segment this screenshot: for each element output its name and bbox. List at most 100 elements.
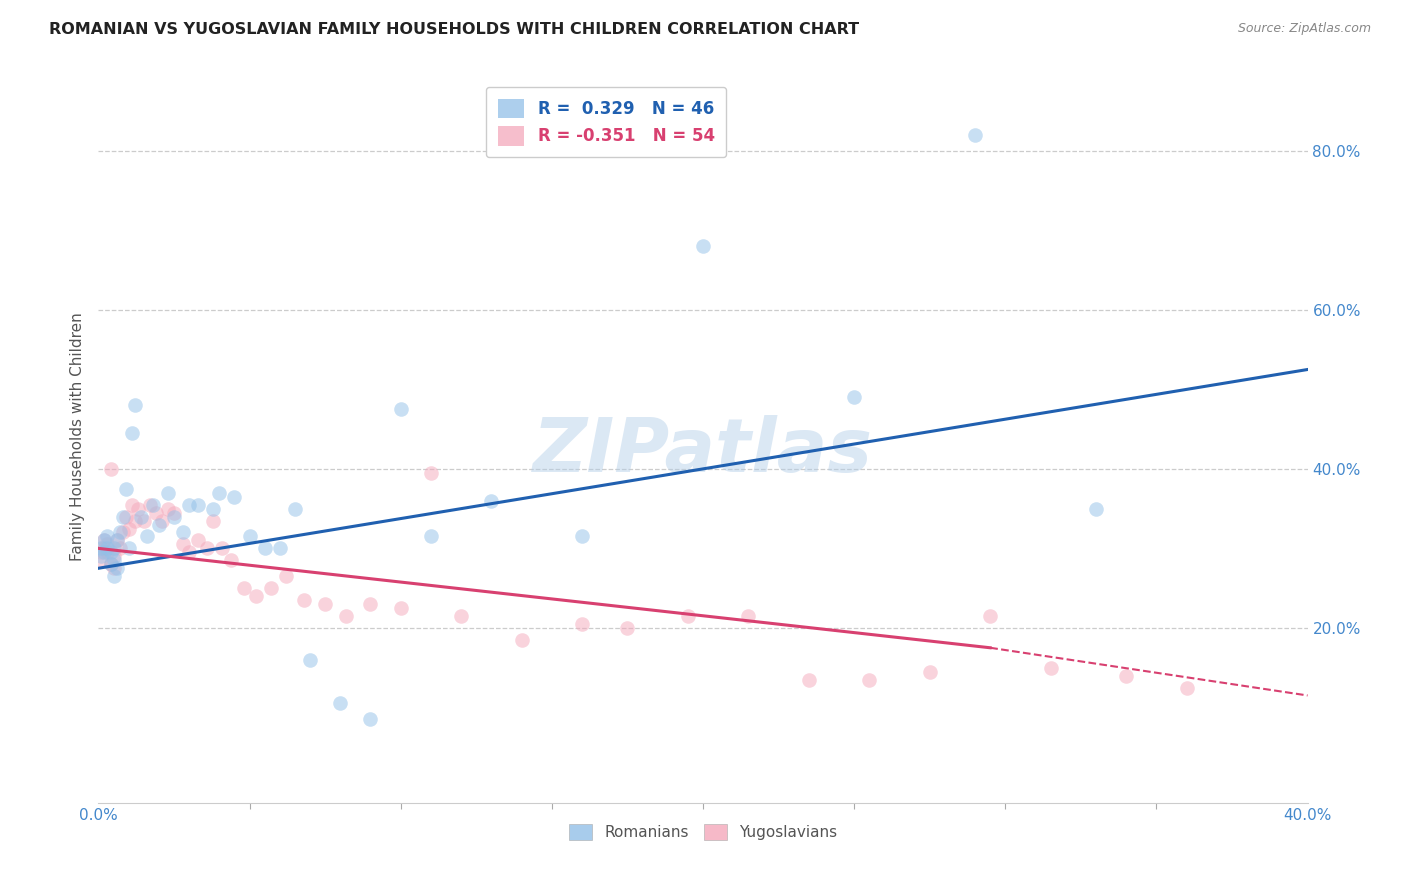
Point (93, 541, 115, 556)
Point (858, 673, 880, 687)
Point (221, 553, 243, 567)
Point (105, 561, 128, 575)
Point (187, 498, 209, 512)
Point (844, 390, 866, 404)
Point (103, 561, 125, 575)
Point (90, 553, 112, 567)
Point (103, 541, 125, 556)
Point (129, 509, 152, 524)
Point (360, 712, 382, 726)
Point (114, 509, 136, 524)
Point (1175, 681, 1198, 695)
Point (156, 485, 179, 500)
Point (90, 541, 112, 556)
Point (232, 581, 254, 595)
Point (329, 697, 352, 711)
Point (96, 541, 118, 556)
Text: Source: ZipAtlas.com: Source: ZipAtlas.com (1237, 22, 1371, 36)
Point (1085, 501, 1108, 516)
Point (737, 609, 759, 624)
Point (172, 525, 194, 540)
Point (145, 506, 167, 520)
Point (335, 609, 357, 624)
Point (100, 545, 122, 559)
Point (163, 506, 186, 520)
Point (965, 128, 987, 142)
Point (253, 541, 276, 556)
Point (245, 589, 267, 603)
Point (156, 501, 179, 516)
Point (510, 632, 533, 647)
Point (420, 529, 443, 543)
Point (121, 426, 143, 441)
Point (797, 673, 820, 687)
Point (195, 541, 218, 556)
Point (93, 533, 115, 548)
Point (239, 529, 262, 543)
Point (450, 609, 472, 624)
Point (103, 569, 125, 583)
Point (389, 402, 412, 417)
Point (179, 498, 201, 512)
Point (284, 501, 307, 516)
Point (100, 462, 122, 476)
Point (111, 509, 134, 524)
Point (135, 529, 157, 543)
Y-axis label: Family Households with Children: Family Households with Children (69, 313, 84, 561)
Point (100, 558, 122, 572)
Point (202, 514, 225, 528)
Point (96, 545, 118, 559)
Point (111, 525, 134, 540)
Point (139, 498, 162, 512)
Point (105, 533, 128, 548)
Point (96, 537, 118, 551)
Point (93, 533, 115, 548)
Point (1115, 668, 1137, 682)
Point (103, 549, 125, 564)
Point (108, 525, 131, 540)
Point (314, 597, 336, 611)
Point (616, 621, 638, 635)
Point (150, 514, 173, 528)
Point (118, 521, 141, 535)
Point (692, 239, 714, 253)
Point (389, 601, 412, 615)
Point (208, 485, 231, 500)
Point (172, 537, 194, 551)
Point (163, 509, 186, 524)
Point (142, 498, 165, 512)
Point (420, 466, 443, 480)
Point (132, 514, 155, 528)
Point (179, 545, 201, 559)
Text: ZIPatlas: ZIPatlas (533, 415, 873, 488)
Legend: Romanians, Yugoslavians: Romanians, Yugoslavians (562, 818, 844, 847)
Text: ROMANIAN VS YUGOSLAVIAN FAMILY HOUSEHOLDS WITH CHILDREN CORRELATION CHART: ROMANIAN VS YUGOSLAVIAN FAMILY HOUSEHOLD… (49, 22, 859, 37)
Point (292, 593, 315, 607)
Point (571, 529, 593, 543)
Point (124, 514, 146, 528)
Point (202, 501, 225, 516)
Point (269, 541, 291, 556)
Point (260, 581, 283, 595)
Point (124, 398, 146, 412)
Point (918, 665, 941, 679)
Point (90, 549, 112, 564)
Point (481, 493, 503, 508)
Point (105, 533, 128, 548)
Point (211, 541, 233, 556)
Point (187, 533, 209, 548)
Point (127, 501, 149, 516)
Point (360, 597, 382, 611)
Point (224, 490, 246, 504)
Point (103, 553, 125, 567)
Point (571, 616, 593, 631)
Point (979, 609, 1001, 624)
Point (1039, 660, 1062, 674)
Point (274, 569, 297, 583)
Point (299, 653, 322, 667)
Point (121, 498, 143, 512)
Point (90, 545, 112, 559)
Point (114, 482, 136, 496)
Point (100, 558, 122, 572)
Point (93, 545, 115, 559)
